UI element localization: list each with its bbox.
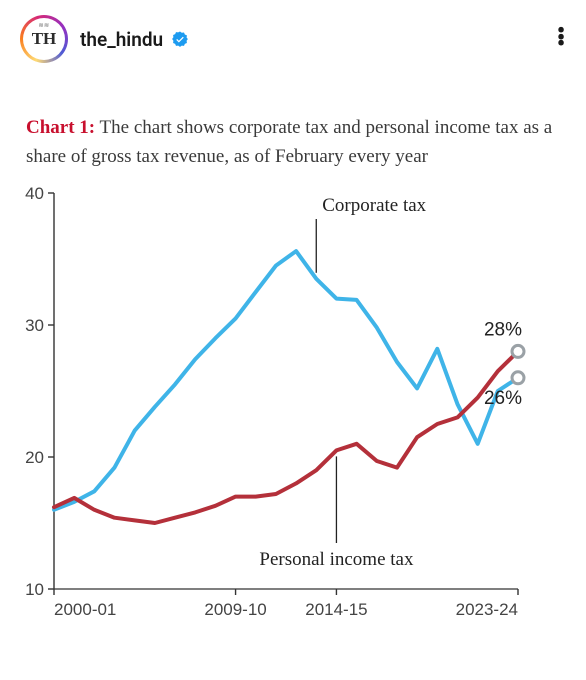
svg-text:2009-10: 2009-10 <box>204 600 266 619</box>
post-header: ≋≋ TH the_hindu ••• <box>0 0 586 72</box>
chart-svg: 10 20 30 40 2000-01 2009-10 2014-15 2023-24 Corp… <box>18 183 574 623</box>
svg-text:2023-24: 2023-24 <box>456 600 518 619</box>
svg-text:2000-01: 2000-01 <box>54 600 116 619</box>
avatar[interactable]: ≋≋ TH <box>20 15 68 63</box>
avatar-text: TH <box>32 29 57 49</box>
svg-text:10: 10 <box>25 580 44 599</box>
svg-text:28%: 28% <box>484 319 522 340</box>
svg-text:2014-15: 2014-15 <box>305 600 367 619</box>
username-row[interactable]: the_hindu <box>80 28 189 51</box>
header-left: ≋≋ TH the_hindu <box>20 15 189 63</box>
verified-badge-icon <box>171 30 189 48</box>
username: the_hindu <box>80 28 163 51</box>
caption-text: The chart shows corporate tax and person… <box>26 117 552 167</box>
svg-text:20: 20 <box>25 448 44 467</box>
caption-lead: Chart 1: <box>26 117 95 138</box>
chart-caption: Chart 1: The chart shows corporate tax a… <box>0 72 586 177</box>
chart: 10 20 30 40 2000-01 2009-10 2014-15 2023-24 Corp… <box>18 183 574 623</box>
svg-text:Personal income tax: Personal income tax <box>259 549 414 570</box>
svg-text:Corporate tax: Corporate tax <box>322 195 426 216</box>
more-options-icon[interactable]: ••• <box>557 29 566 49</box>
svg-text:26%: 26% <box>484 388 522 409</box>
avatar-inner: ≋≋ TH <box>23 18 65 60</box>
svg-text:40: 40 <box>25 184 44 203</box>
svg-text:30: 30 <box>25 316 44 335</box>
avatar-crest: ≋≋ <box>38 22 49 29</box>
